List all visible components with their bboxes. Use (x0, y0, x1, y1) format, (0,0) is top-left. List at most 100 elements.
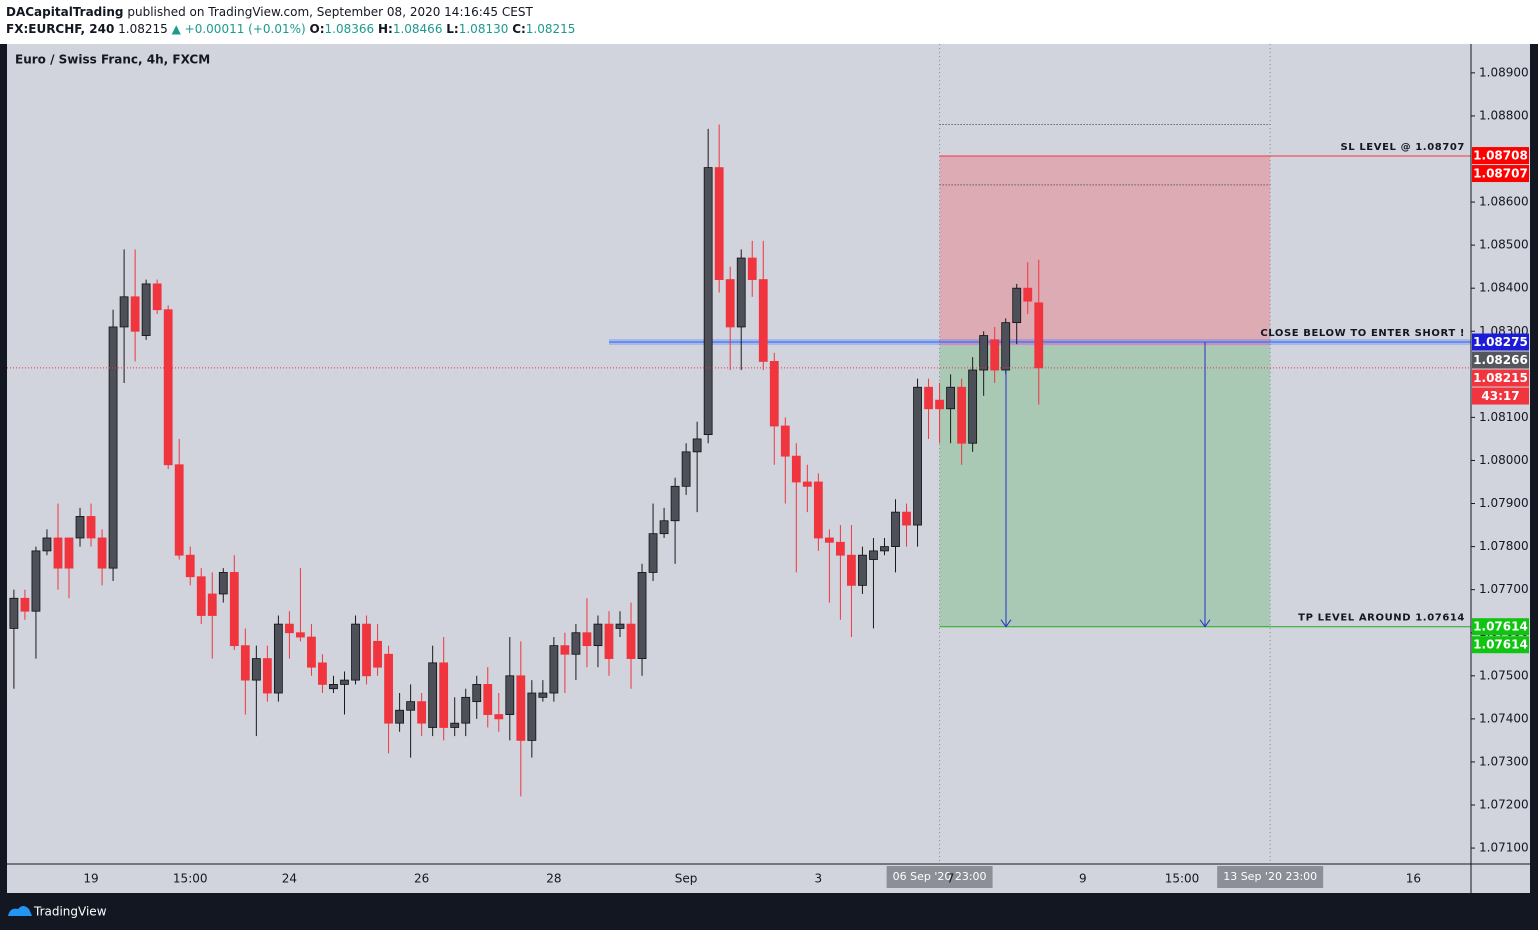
countdown-box (1472, 387, 1529, 405)
price-label-box (1472, 351, 1529, 369)
price-label-box (1472, 369, 1529, 387)
price-label: 1.07614 (1473, 620, 1528, 634)
candle-body (251, 658, 261, 681)
last: 1.08215 (118, 22, 168, 36)
h-label: H: (377, 22, 393, 36)
candle-body (902, 511, 911, 526)
candle-body (505, 675, 515, 715)
candle-body (582, 632, 592, 647)
candle-body (626, 623, 636, 659)
annotation: SL LEVEL @ 1.08707 (1340, 142, 1465, 153)
o-value: 1.08366 (324, 22, 375, 36)
candle-body (670, 485, 680, 522)
price-label-box (1472, 147, 1529, 165)
y-tick-label: 1.08500 (1479, 238, 1529, 252)
range-label-box (886, 866, 993, 888)
candle-body (703, 167, 713, 436)
candle-body (417, 701, 427, 724)
price-label-box (1472, 333, 1529, 351)
l-value: 1.08130 (458, 22, 509, 36)
candle-body (20, 597, 30, 612)
candle-body (1034, 302, 1044, 369)
price-label-box (1472, 618, 1529, 636)
y-tick-label: 1.07300 (1479, 754, 1529, 768)
candle-body (1023, 287, 1033, 302)
y-tick-label: 1.08000 (1479, 453, 1529, 467)
candle-body (439, 662, 449, 728)
candle-body (450, 722, 460, 728)
candle-body (9, 597, 19, 629)
price-label: 1.08708 (1473, 149, 1528, 163)
published: published on TradingView.com, September … (127, 5, 533, 19)
candle-body (483, 684, 493, 715)
c-label: C: (512, 22, 526, 36)
candle-body (913, 386, 922, 526)
candle-body (681, 451, 691, 487)
candle-body (990, 339, 1000, 371)
candle-body (648, 533, 658, 573)
candle-body (163, 309, 173, 466)
candle-body (472, 684, 482, 703)
candle-body (119, 296, 129, 328)
c-value: 1.08215 (525, 22, 576, 36)
annotation: CLOSE BELOW TO ENTER SHORT ! (1260, 328, 1465, 339)
h-value: 1.08466 (392, 22, 443, 36)
chart-background (7, 44, 1530, 893)
candle-body (185, 554, 195, 578)
y-tick-label: 1.07800 (1479, 539, 1529, 553)
candle-body (824, 537, 834, 543)
candle-body (847, 554, 856, 586)
author: DACapitalTrading (6, 5, 124, 19)
candle-body (758, 279, 768, 362)
range-label-box (1217, 866, 1324, 888)
candle-body (494, 714, 504, 720)
x-tick-label: 26 (414, 872, 429, 886)
candle-body (296, 632, 305, 638)
candle-body (736, 257, 746, 328)
profit-zone (939, 345, 1271, 627)
candle-body (714, 167, 724, 280)
x-tick-label: 9 (1079, 872, 1087, 886)
candle-body (659, 520, 669, 535)
price-label-box (1472, 165, 1529, 183)
price-label: 1.08266 (1473, 353, 1528, 367)
candle-body (152, 283, 162, 311)
candle-body (946, 386, 955, 410)
candle-body (428, 662, 438, 728)
candle-body (461, 696, 471, 724)
candle-body (196, 576, 206, 616)
publish-header: DACapitalTrading published on TradingVie… (0, 0, 1538, 44)
candle-body (75, 516, 85, 539)
y-tick-label: 1.07900 (1479, 496, 1529, 510)
candle-body (880, 546, 889, 552)
candle-body (86, 516, 96, 539)
publish-line: DACapitalTrading published on TradingVie… (6, 5, 533, 19)
candle-body (1001, 322, 1011, 371)
candle-body (802, 481, 812, 487)
x-tick-label: 3 (815, 872, 823, 886)
arrow-head (1000, 619, 1012, 628)
candle-body (318, 662, 327, 685)
footer: TradingView (8, 905, 107, 919)
candle-body (340, 679, 349, 685)
candle-body (560, 645, 570, 655)
y-tick-label: 1.08600 (1479, 195, 1529, 209)
candle-body (538, 692, 548, 698)
candle-body (351, 623, 360, 681)
candle-body (549, 645, 559, 694)
y-tick-label: 1.07100 (1479, 841, 1529, 855)
y-tick-label: 1.08800 (1479, 108, 1529, 122)
candle-body (373, 640, 382, 668)
change: ▲ +0.00011 (+0.01%) (171, 22, 306, 36)
candle-body (637, 572, 647, 659)
candle-body (362, 623, 371, 677)
price-label: 1.08215 (1473, 371, 1528, 385)
y-tick-label: 1.07700 (1479, 582, 1529, 596)
candle-body (395, 709, 405, 724)
chart-title: Euro / Swiss Franc, 4h, FXCM (15, 53, 210, 67)
symbol: FX:EURCHF, 240 (6, 22, 115, 36)
price-label-box (1472, 636, 1529, 654)
y-tick-label: 1.08900 (1479, 65, 1529, 79)
candle-body (604, 623, 614, 659)
